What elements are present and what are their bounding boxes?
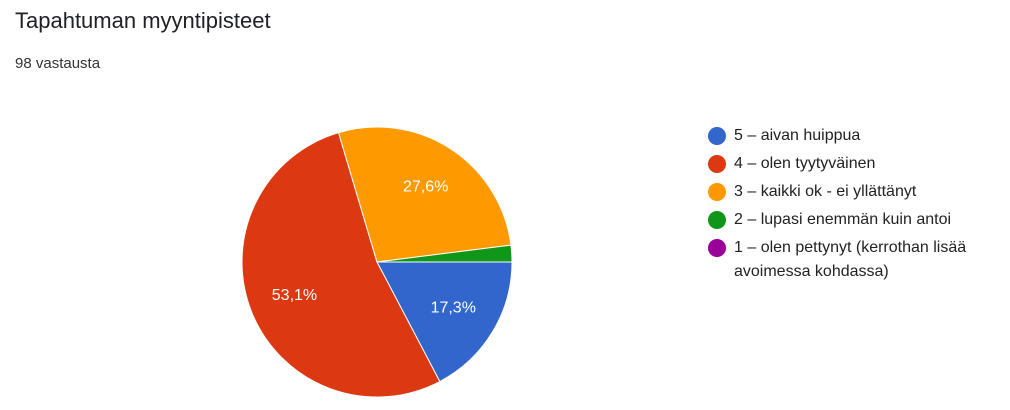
legend: 5 – aivan huippua 4 – olen tyytyväinen 3 –… bbox=[708, 124, 1008, 288]
legend-swatch bbox=[708, 183, 726, 201]
legend-label: 3 – kaikki ok - ei yllättänyt bbox=[734, 183, 917, 200]
legend-label: 4 – olen tyytyväinen bbox=[734, 155, 876, 172]
legend-swatch bbox=[708, 127, 726, 145]
pie-slice bbox=[241, 131, 441, 398]
legend-swatch bbox=[708, 155, 726, 173]
legend-label: 5 – aivan huippua bbox=[734, 127, 861, 144]
chart-title: Tapahtuman myyntipisteet bbox=[15, 8, 271, 33]
legend-swatch bbox=[708, 211, 726, 229]
data-label: 53,1% bbox=[272, 287, 317, 304]
legend-label: 1 – olen pettynyt (kerrothan lisää avoim… bbox=[734, 239, 967, 280]
pie-slice bbox=[376, 244, 513, 263]
legend-item: 2 – lupasi enemmän kuin antoi bbox=[708, 208, 1008, 232]
pie-slice bbox=[337, 126, 512, 263]
legend-item: 5 – aivan huippua bbox=[708, 124, 1008, 148]
data-label: 27,6% bbox=[403, 179, 448, 196]
legend-item: 4 – olen tyytyväinen bbox=[708, 152, 1008, 176]
pie-slice bbox=[376, 261, 513, 383]
legend-swatch bbox=[708, 239, 726, 257]
chart-subtitle: 98 vastausta bbox=[15, 55, 101, 72]
data-label: 17,3% bbox=[431, 299, 476, 316]
legend-item: 3 – kaikki ok - ei yllättänyt bbox=[708, 180, 1008, 204]
legend-label: 2 – lupasi enemmän kuin antoi bbox=[734, 211, 952, 228]
legend-item: 1 – olen pettynyt (kerrothan lisää avoim… bbox=[708, 236, 1008, 284]
